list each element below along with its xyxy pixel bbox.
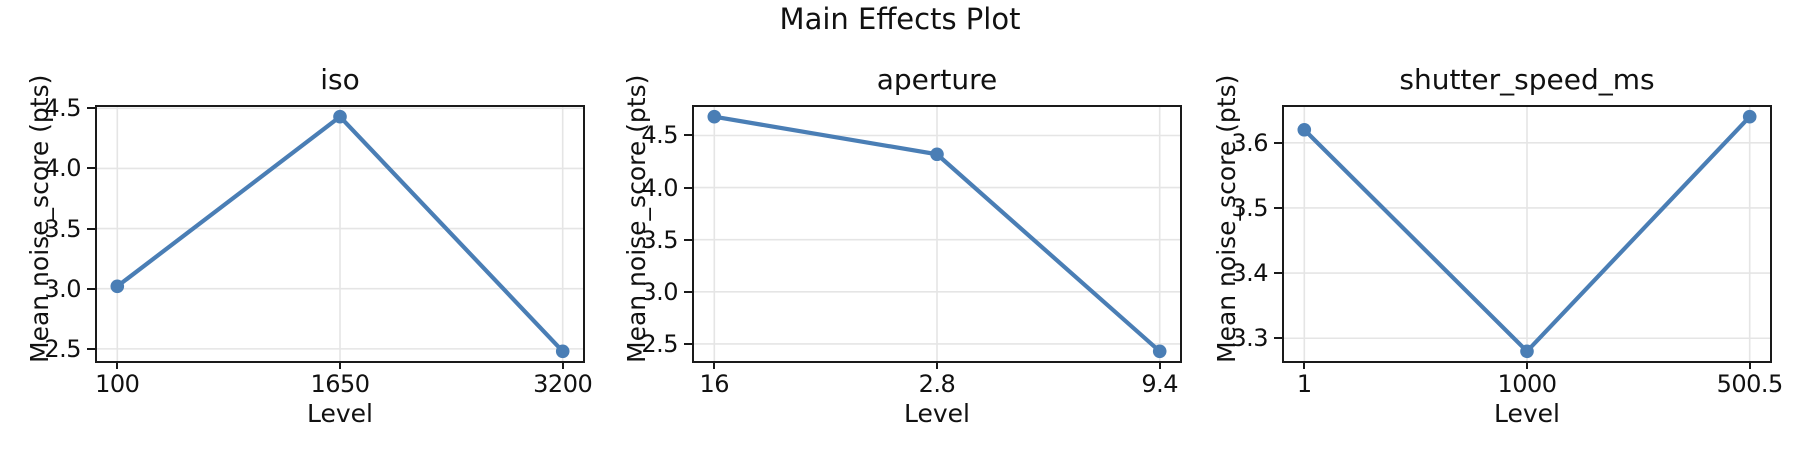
y-tick-label: 3.3 [1231, 324, 1268, 353]
x-tick-mark [116, 363, 119, 369]
axes-frame [95, 105, 585, 363]
y-tick-label: 4.0 [641, 173, 678, 202]
y-tick-mark [684, 238, 692, 241]
x-tick-mark [339, 363, 341, 369]
y-tick-mark [1274, 141, 1282, 144]
y-tick-label: 3.5 [1231, 193, 1268, 222]
plot-title: iso [320, 63, 360, 96]
y-tick-label: 4.5 [44, 94, 81, 123]
y-tick-label: 4.0 [44, 154, 81, 183]
x-tick-mark [1748, 363, 1751, 369]
y-tick-mark [684, 290, 692, 293]
x-tick-label: 1 [1296, 370, 1312, 398]
y-tick-mark [1274, 272, 1282, 275]
plot-canvas [692, 105, 1182, 363]
y-tick-mark [684, 134, 692, 137]
x-tick-mark [713, 363, 716, 369]
y-tick-label: 4.5 [641, 121, 678, 150]
y-tick-mark [87, 287, 95, 290]
data-point-marker [707, 109, 722, 124]
x-tick-mark [1158, 363, 1161, 369]
data-point-marker [110, 279, 125, 294]
y-tick-mark [87, 107, 95, 110]
x-tick-mark [1526, 363, 1528, 369]
y-tick-label: 3.4 [1231, 259, 1268, 288]
data-point-marker [1297, 122, 1312, 137]
y-tick-mark [684, 186, 692, 189]
x-tick-label: 1650 [310, 370, 370, 398]
data-point-marker [1742, 109, 1757, 124]
data-point-marker [1152, 344, 1167, 359]
y-tick-mark [87, 167, 95, 170]
x-axis-label: Level [307, 399, 373, 428]
x-tick-mark [936, 363, 938, 369]
y-tick-label: 3.5 [44, 214, 81, 243]
y-tick-label: 2.5 [641, 329, 678, 358]
x-axis-label: Level [904, 399, 970, 428]
x-tick-label: 100 [95, 370, 140, 398]
plot-title: aperture [876, 63, 998, 96]
axes-frame [1282, 105, 1772, 363]
y-tick-mark [1274, 206, 1282, 209]
figure-suptitle: Main Effects Plot [779, 2, 1021, 36]
x-tick-mark [1303, 363, 1306, 369]
y-tick-label: 3.6 [1231, 128, 1268, 157]
y-tick-mark [684, 342, 692, 345]
data-point-marker [930, 147, 944, 162]
x-tick-label: 3200 [533, 370, 593, 398]
x-tick-label: 1000 [1497, 370, 1557, 398]
axes-frame [692, 105, 1182, 363]
y-tick-label: 3.0 [44, 274, 81, 303]
x-tick-label: 2.8 [918, 370, 956, 398]
y-tick-mark [87, 347, 95, 350]
data-point-marker [555, 344, 570, 359]
data-point-marker [1520, 344, 1534, 359]
plot-title: shutter_speed_ms [1399, 63, 1655, 96]
x-tick-mark [561, 363, 564, 369]
data-point-marker [333, 109, 347, 124]
y-tick-label: 3.0 [641, 277, 678, 306]
plot-canvas [1282, 105, 1772, 363]
y-tick-mark [1274, 337, 1282, 340]
y-tick-mark [87, 227, 95, 230]
y-tick-label: 2.5 [44, 334, 81, 363]
x-axis-label: Level [1494, 399, 1560, 428]
x-tick-label: 500.5 [1716, 370, 1784, 398]
y-tick-label: 3.5 [641, 225, 678, 254]
x-tick-label: 9.4 [1141, 370, 1179, 398]
x-tick-label: 16 [699, 370, 730, 398]
plot-canvas [95, 105, 585, 363]
